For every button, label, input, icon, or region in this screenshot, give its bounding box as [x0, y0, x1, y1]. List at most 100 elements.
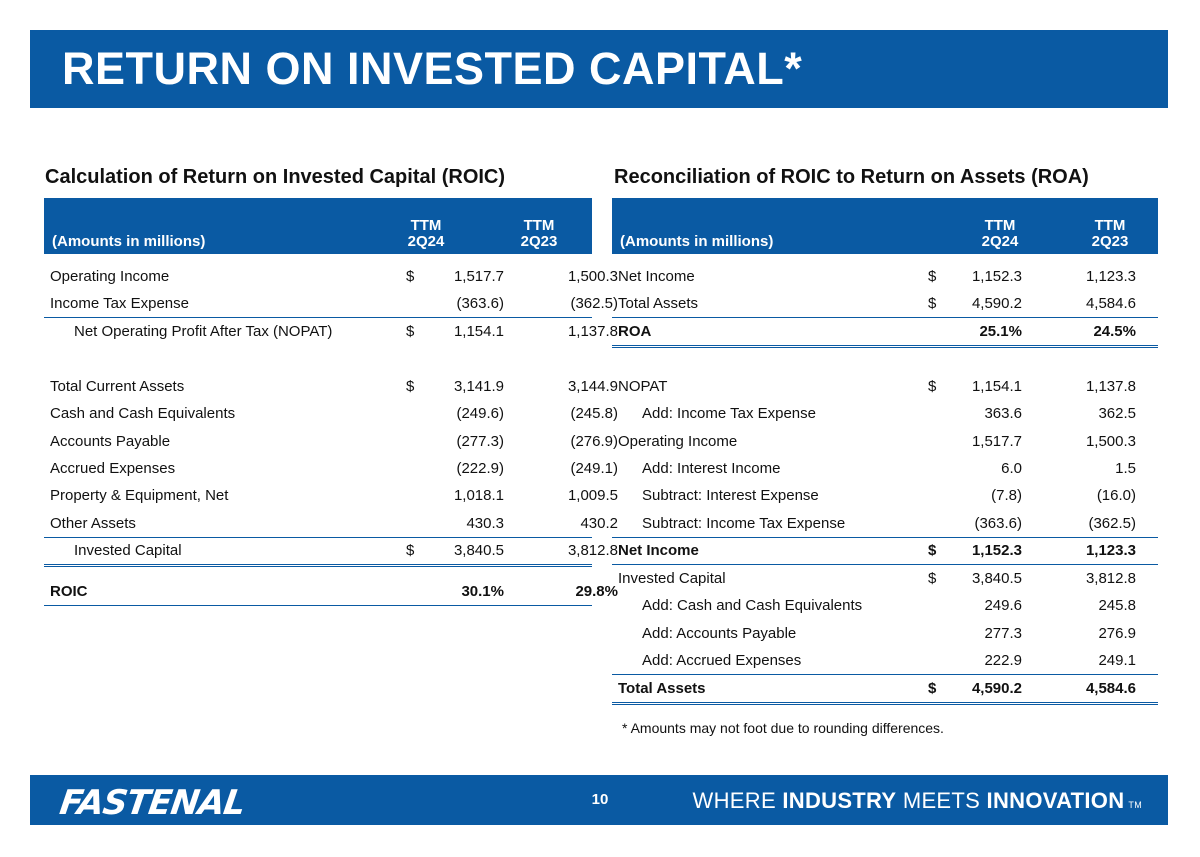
row-value-2q24: 25.1% — [979, 323, 1022, 340]
row-label: Operating Income — [618, 433, 738, 450]
tagline-part-3: MEETS — [896, 788, 987, 813]
row-value-2q24: (249.6) — [456, 405, 504, 422]
row-value-2q23: 1,500.3 — [567, 268, 618, 285]
row-value-2q24: 1,517.7 — [971, 433, 1022, 450]
row-value-2q24: 277.3 — [984, 625, 1022, 642]
row-label: Total Current Assets — [50, 378, 185, 395]
row-value-2q23: 1,137.8 — [1085, 378, 1136, 395]
roa-table-row: Total Assets $4,590.2 4,584.6 — [612, 675, 1158, 705]
roa-table-row: NOPAT $1,154.1 1,137.8 — [612, 373, 1158, 400]
row-label: Invested Capital — [618, 570, 726, 587]
roic-table-row: Operating Income $1,517.7 1,500.3 — [44, 263, 618, 290]
row-value-2q24: 1,154.1 — [453, 323, 504, 340]
footer-bar: FASTENAL 10 WHERE INDUSTRY MEETS INNOVAT… — [30, 775, 1168, 825]
row-value-2q24: 3,840.5 — [971, 570, 1022, 587]
row-value-2q23: (362.5) — [570, 295, 618, 312]
roic-table-row: Cash and Cash Equivalents (249.6) (245.8) — [44, 400, 618, 427]
row-label: Add: Income Tax Expense — [642, 405, 816, 422]
row-label: Operating Income — [50, 268, 170, 285]
roic-table-row: Accounts Payable (277.3) (276.9) — [44, 428, 618, 455]
roic-table-row: Accrued Expenses (222.9) (249.1) — [44, 455, 618, 482]
row-value-2q24: 4,590.2 — [971, 680, 1022, 697]
row-value-2q23: 362.5 — [1098, 405, 1136, 422]
roa-table-row: Net Income $1,152.3 1,123.3 — [612, 537, 1158, 565]
rounding-note: * Amounts may not foot due to rounding d… — [622, 720, 944, 736]
row-value-2q23: 24.5% — [1093, 323, 1136, 340]
roic-col-2q23-line2: 2Q23 — [520, 233, 558, 250]
row-value-2q24: (363.6) — [456, 295, 504, 312]
row-label: Accounts Payable — [50, 433, 171, 450]
row-value-2q24: 6.0 — [1001, 460, 1022, 477]
row-label: Invested Capital — [74, 542, 182, 559]
roic-table-row: Other Assets 430.3 430.2 — [44, 510, 618, 538]
page-title: RETURN ON INVESTED CAPITAL* — [62, 43, 803, 94]
row-value-2q23: (16.0) — [1096, 487, 1136, 504]
roic-table-header: (Amounts in millions) TTM 2Q24 TTM 2Q23 — [44, 198, 592, 254]
row-value-2q23: 245.8 — [1098, 597, 1136, 614]
row-value-2q24: 222.9 — [984, 652, 1022, 669]
tagline: WHERE INDUSTRY MEETS INNOVATION TM — [693, 788, 1142, 814]
roa-col-2q24-line1: TTM — [984, 217, 1016, 234]
roa-table-row: Add: Cash and Cash Equivalents 249.6 245.8 — [612, 592, 1158, 619]
row-label: Accrued Expenses — [50, 460, 176, 477]
row-value-2q23: 1.5 — [1115, 460, 1136, 477]
row-value-2q24: (222.9) — [456, 460, 504, 477]
roa-table-row: Invested Capital $3,840.5 3,812.8 — [612, 565, 1158, 592]
row-value-2q24: 1,152.3 — [971, 542, 1022, 559]
row-value-2q23: (245.8) — [570, 405, 618, 422]
roa-table-row: Add: Accrued Expenses 222.9 249.1 — [612, 647, 1158, 675]
row-value-2q24: (7.8) — [991, 487, 1022, 504]
row-value-2q24: 363.6 — [984, 405, 1022, 422]
roa-col-2q24: TTM 2Q24 — [970, 218, 1030, 250]
roa-table-row: Operating Income 1,517.7 1,500.3 — [612, 428, 1158, 455]
row-label: Income Tax Expense — [50, 295, 189, 312]
row-value-2q23: 1,123.3 — [1085, 268, 1136, 285]
roa-col-2q23-line2: 2Q23 — [1091, 233, 1129, 250]
trademark-mark: TM — [1128, 800, 1142, 810]
roa-table-row: Total Assets $4,590.2 4,584.6 — [612, 290, 1158, 318]
row-value-2q24: (277.3) — [456, 433, 504, 450]
row-label: Property & Equipment, Net — [50, 487, 229, 504]
roa-section-title: Reconciliation of ROIC to Return on Asse… — [614, 166, 1089, 188]
row-value-2q23: (276.9) — [570, 433, 618, 450]
row-dollar-sign: $ — [406, 268, 415, 285]
row-label: Cash and Cash Equivalents — [50, 405, 236, 422]
row-value-2q23: 3,812.8 — [1085, 570, 1136, 587]
row-value-2q24: 1,152.3 — [971, 268, 1022, 285]
roic-table-row: Net Operating Profit After Tax (NOPAT) $1… — [44, 318, 618, 345]
roic-table-row: ROIC 30.1% 29.8% — [44, 578, 618, 606]
row-value-2q23: 3,812.8 — [567, 542, 618, 559]
roic-col-2q24-line1: TTM — [410, 217, 442, 234]
row-value-2q23: 4,584.6 — [1085, 680, 1136, 697]
roa-table-row: Add: Accounts Payable 277.3 276.9 — [612, 620, 1158, 647]
roic-col-2q24-line2: 2Q24 — [407, 233, 445, 250]
row-label: ROIC — [50, 583, 88, 600]
row-label: Add: Cash and Cash Equivalents — [642, 597, 863, 614]
roic-table-row: Invested Capital $3,840.5 3,812.8 — [44, 537, 618, 567]
row-value-2q24: 1,517.7 — [453, 268, 504, 285]
page-number: 10 — [591, 791, 609, 808]
tagline-part-4: INNOVATION — [986, 788, 1125, 813]
roa-amounts-label: (Amounts in millions) — [620, 233, 774, 250]
row-dollar-sign: $ — [928, 542, 937, 559]
row-value-2q23: 1,009.5 — [567, 487, 618, 504]
row-dollar-sign: $ — [928, 268, 937, 285]
row-label: Subtract: Interest Expense — [642, 487, 819, 504]
row-label: Add: Accounts Payable — [642, 625, 797, 642]
row-value-2q23: 430.2 — [580, 515, 618, 532]
roic-table-row: Total Current Assets $3,141.9 3,144.9 — [44, 373, 618, 400]
title-bar: RETURN ON INVESTED CAPITAL* — [30, 30, 1168, 108]
row-value-2q24: 1,018.1 — [453, 487, 504, 504]
row-dollar-sign: $ — [928, 378, 937, 395]
row-dollar-sign: $ — [928, 295, 937, 312]
row-value-2q23: 1,123.3 — [1085, 542, 1136, 559]
roic-table-row: Property & Equipment, Net 1,018.1 1,009.5 — [44, 482, 618, 509]
row-value-2q23: (362.5) — [1088, 515, 1136, 532]
row-value-2q24: 3,840.5 — [453, 542, 504, 559]
roa-table-row: Subtract: Income Tax Expense (363.6) (362.… — [612, 510, 1158, 538]
row-value-2q23: 29.8% — [575, 583, 618, 600]
row-value-2q23: 249.1 — [1098, 652, 1136, 669]
roic-section-title: Calculation of Return on Invested Capita… — [45, 166, 506, 188]
row-value-2q24: 30.1% — [461, 583, 504, 600]
row-value-2q24: 3,141.9 — [453, 378, 504, 395]
